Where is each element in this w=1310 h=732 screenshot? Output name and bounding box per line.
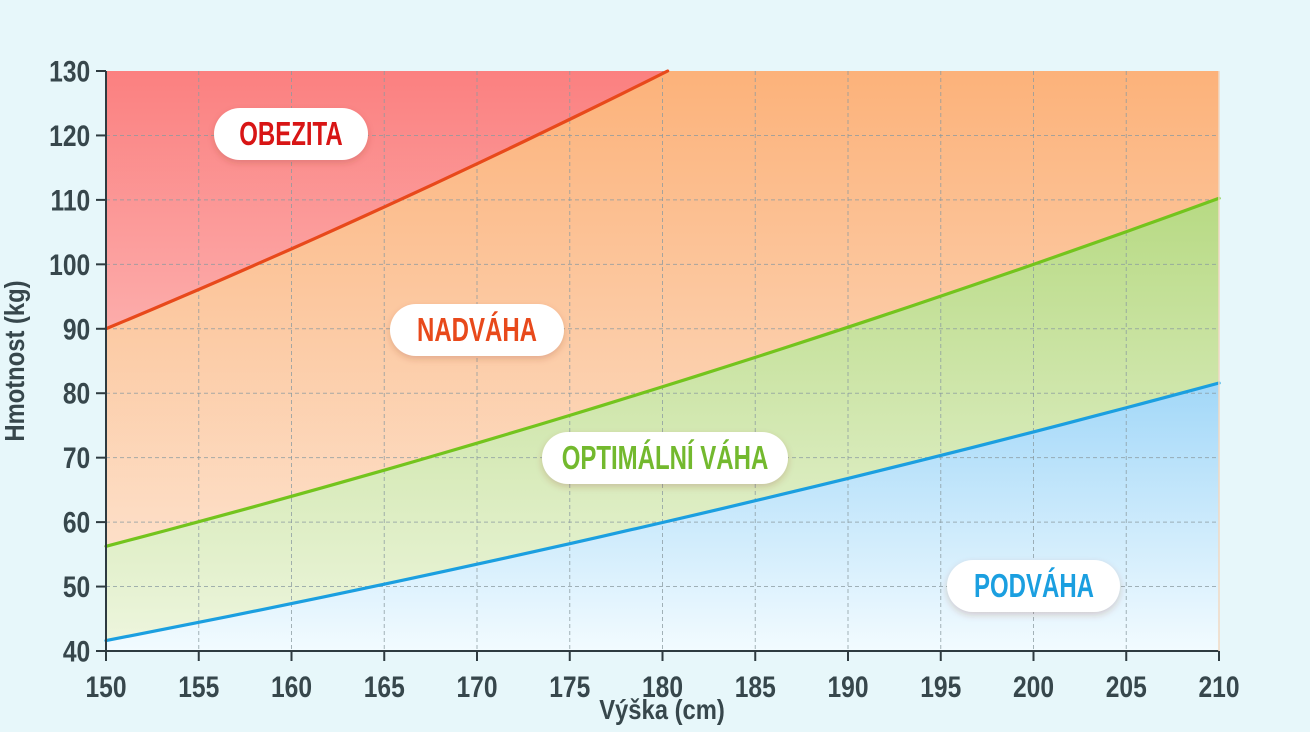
svg-text:60: 60: [63, 505, 90, 539]
svg-text:175: 175: [549, 670, 590, 704]
svg-text:50: 50: [63, 570, 90, 604]
svg-text:170: 170: [456, 670, 497, 704]
svg-text:210: 210: [1198, 670, 1239, 704]
svg-text:190: 190: [827, 670, 868, 704]
svg-text:205: 205: [1106, 670, 1147, 704]
svg-text:70: 70: [63, 441, 90, 475]
svg-text:NADVÁHA: NADVÁHA: [417, 310, 537, 349]
svg-text:155: 155: [178, 670, 219, 704]
svg-text:90: 90: [63, 312, 90, 346]
svg-text:195: 195: [920, 670, 961, 704]
svg-text:80: 80: [63, 376, 90, 410]
svg-text:PODVÁHA: PODVÁHA: [974, 566, 1094, 605]
svg-text:130: 130: [49, 54, 90, 88]
svg-text:110: 110: [51, 183, 91, 217]
svg-text:40: 40: [63, 634, 90, 668]
svg-text:165: 165: [364, 670, 405, 704]
svg-text:OPTIMÁLNÍ VÁHA: OPTIMÁLNÍ VÁHA: [562, 438, 769, 477]
svg-text:Výška (cm): Výška (cm): [599, 693, 725, 725]
svg-text:120: 120: [49, 119, 90, 153]
svg-text:OBEZITA: OBEZITA: [239, 116, 343, 153]
svg-text:200: 200: [1013, 670, 1054, 704]
svg-text:100: 100: [49, 247, 90, 281]
svg-text:160: 160: [271, 670, 312, 704]
svg-text:Hmotnost (kg): Hmotnost (kg): [0, 280, 30, 441]
svg-text:185: 185: [735, 670, 776, 704]
svg-text:150: 150: [85, 670, 126, 704]
